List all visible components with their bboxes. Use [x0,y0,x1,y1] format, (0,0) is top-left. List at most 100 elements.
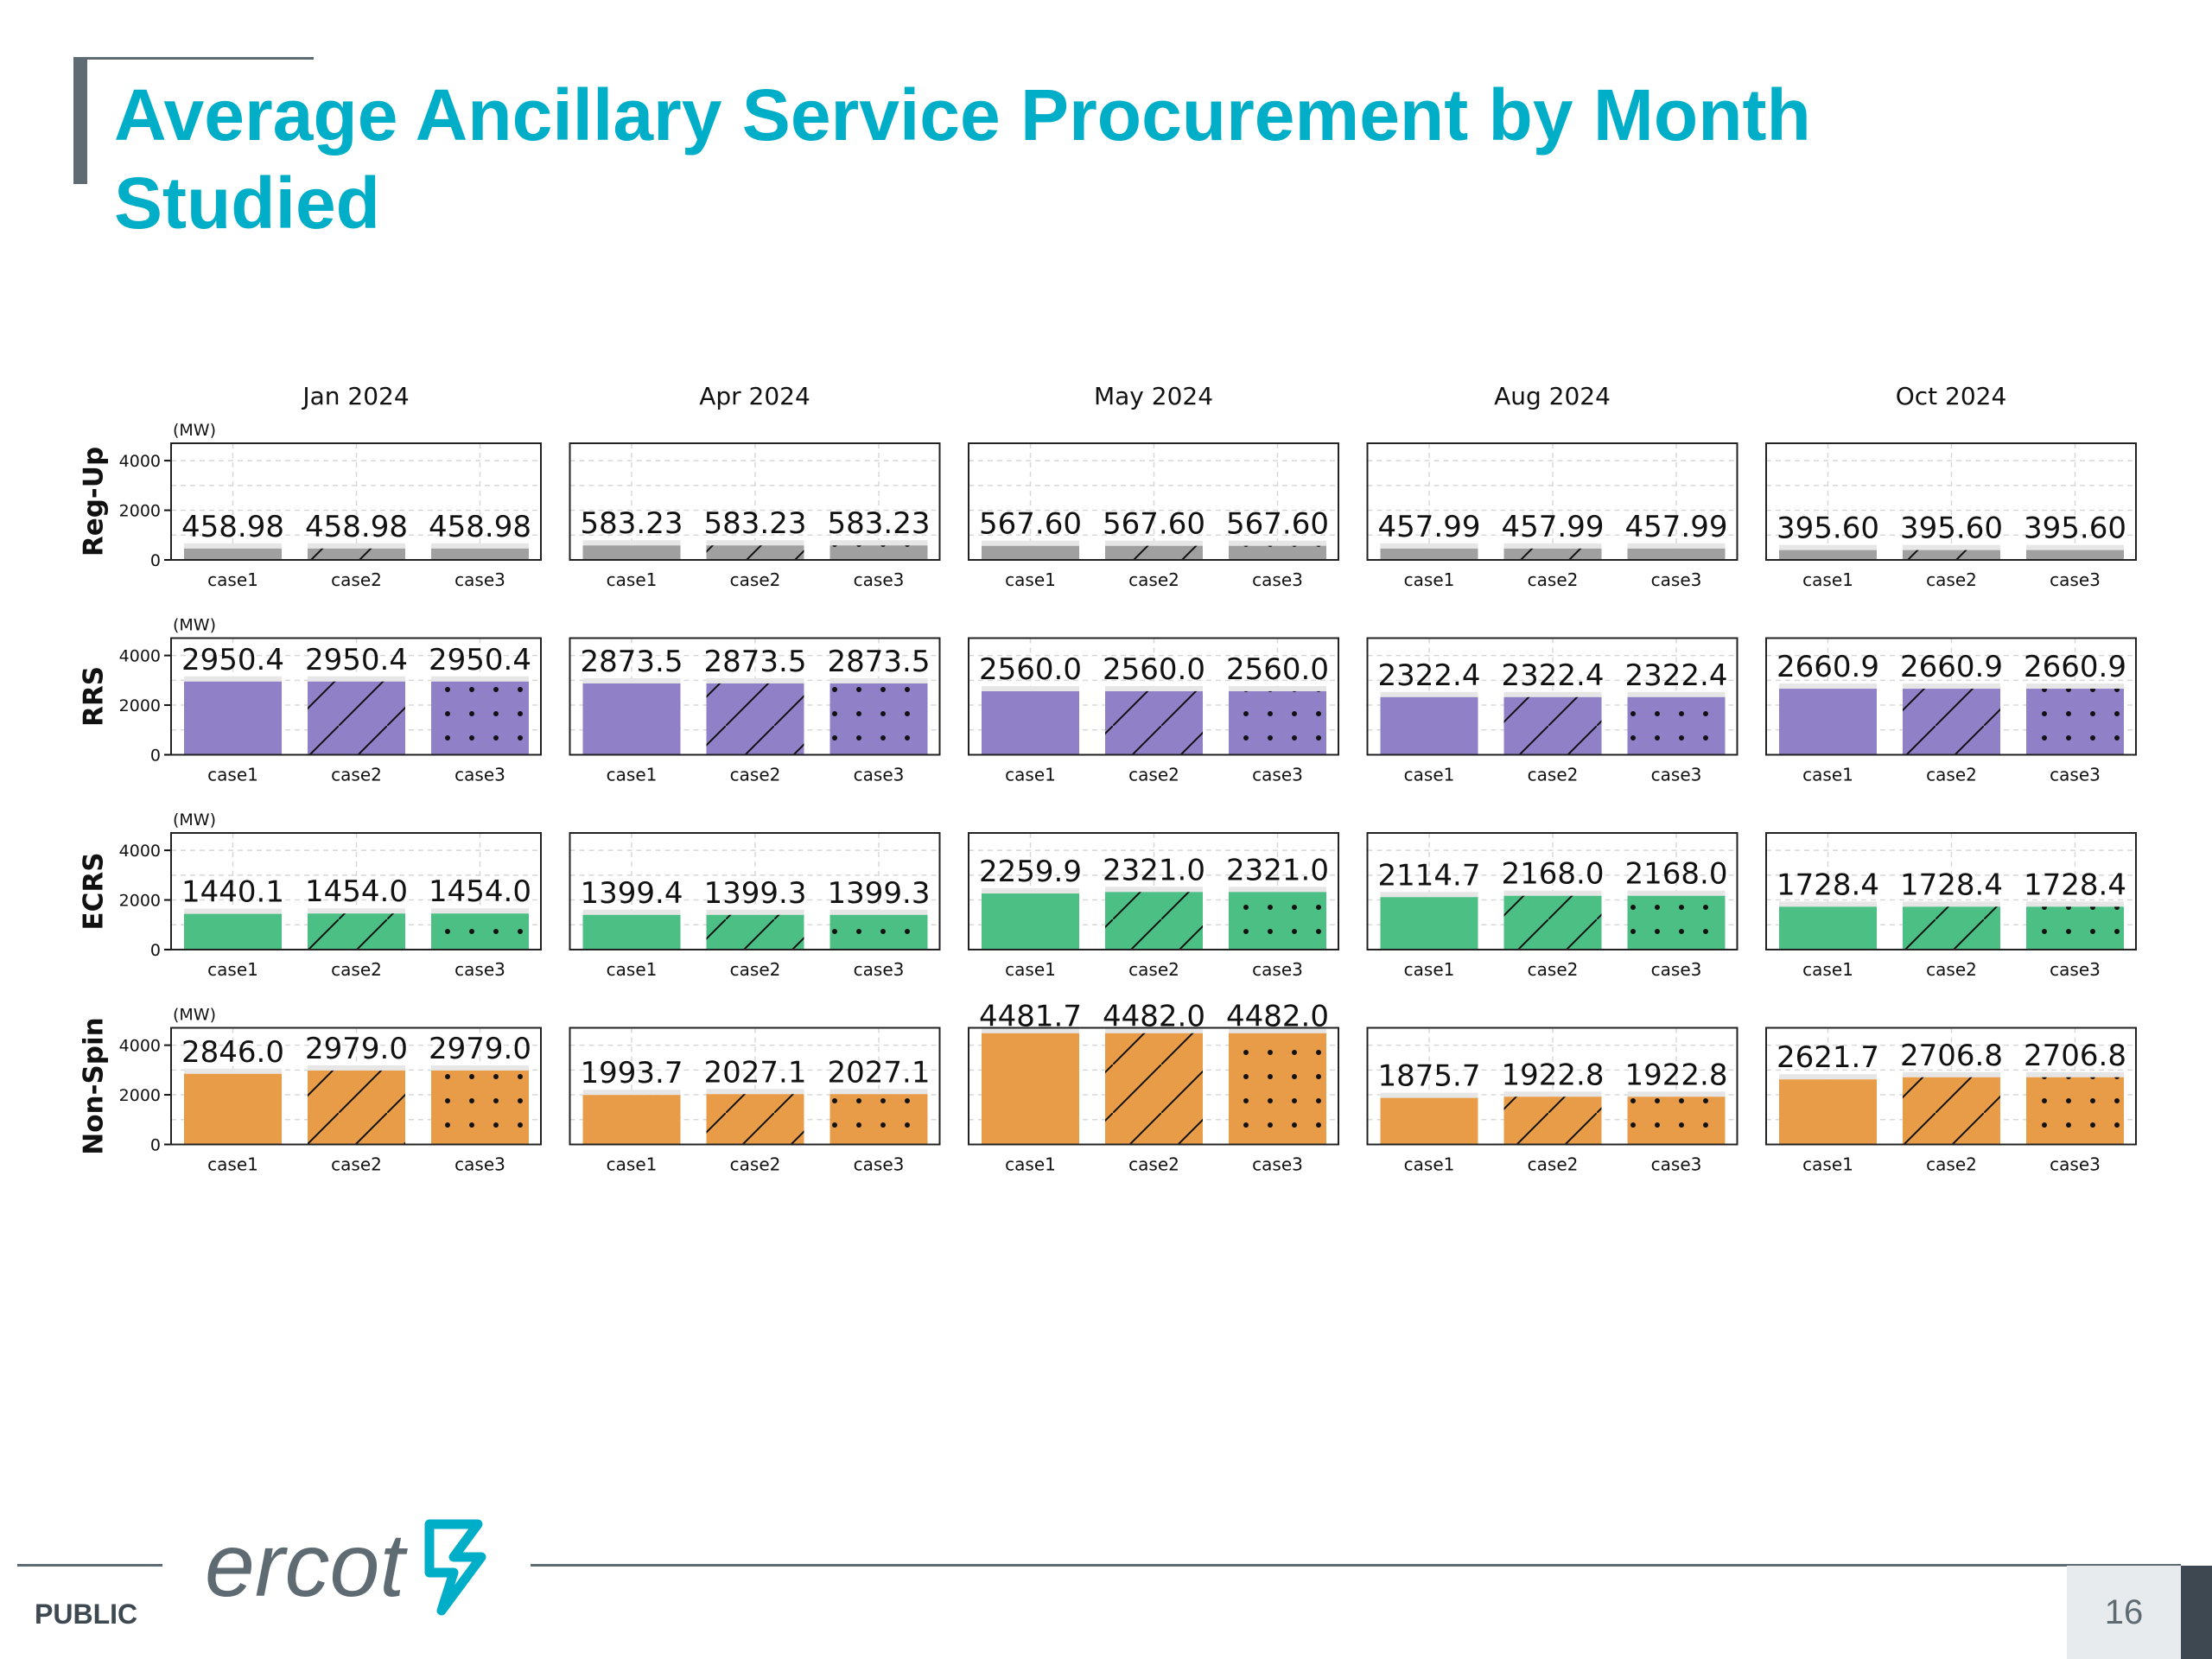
x-tick-label-reg-up-aug-2024-case1: case1 [1404,569,1455,590]
data-label-ecrs-jan-2024-case2: 1454.0 [305,874,408,909]
panel-frame-non-spin-apr-2024 [569,1027,941,1146]
x-tick-label-rrs-jan-2024-case2: case2 [331,765,382,785]
data-label-rrs-aug-2024-case3: 2322.4 [1625,658,1728,693]
x-tick-label-reg-up-apr-2024-case1: case1 [607,569,658,590]
bar-hatch-rrs-oct-2024-case2 [1903,689,2000,755]
bar-non-spin-apr-2024-case1 [582,1095,681,1145]
x-tick-label-non-spin-oct-2024-case1: case1 [1802,1154,1853,1175]
bar-reg-up-oct-2024-case1 [1779,550,1877,560]
data-label-ecrs-apr-2024-case2: 1399.3 [704,876,807,911]
panel-frame-rrs-oct-2024 [1765,637,2137,756]
bar-hatch-non-spin-may-2024-case3 [1229,1033,1326,1145]
bar-hatch-rrs-aug-2024-case3 [1627,696,1726,755]
bar-rrs-aug-2024-case1 [1380,696,1478,755]
bar-non-spin-may-2024-case1 [982,1033,1079,1145]
bar-rrs-oct-2024-case1 [1779,689,1877,755]
data-label-rrs-oct-2024-case1: 2660.9 [1777,650,1879,684]
data-label-reg-up-apr-2024-case3: 583.23 [828,506,931,541]
bar-cap-ecrs-may-2024-case1 [982,888,1079,894]
bar-cap-rrs-oct-2024-case3 [2026,683,2124,690]
bar-rrs-jan-2024-case1 [184,681,282,755]
bar-reg-up-jan-2024-case1 [184,548,282,560]
bar-cap-rrs-aug-2024-case2 [1503,691,1602,697]
x-tick-label-rrs-jan-2024-case1: case1 [207,765,258,785]
footer-rule-left [17,1564,162,1567]
panel-frame-rrs-aug-2024 [1366,637,1738,756]
bar-hatch-non-spin-jan-2024-case3 [431,1070,529,1145]
bar-cap-reg-up-may-2024-case3 [1229,540,1326,546]
bar-non-spin-jan-2024-case1 [184,1073,282,1145]
x-tick-label-rrs-may-2024-case1: case1 [1005,765,1056,785]
bar-hatch-non-spin-aug-2024-case2 [1503,1096,1602,1145]
x-tick-label-non-spin-apr-2024-case1: case1 [607,1154,658,1175]
data-label-rrs-may-2024-case1: 2560.0 [979,652,1082,687]
panel-frame-non-spin-jan-2024 [170,1027,542,1146]
bar-cap-ecrs-oct-2024-case2 [1903,901,2000,907]
bar-cap-ecrs-oct-2024-case1 [1779,901,1877,907]
data-label-reg-up-jan-2024-case1: 458.98 [181,510,284,544]
x-tick-label-rrs-apr-2024-case2: case2 [730,765,781,785]
bar-hatch-ecrs-apr-2024-case3 [830,914,928,950]
ercot-logo-bolt-icon [424,1519,486,1616]
x-tick-label-ecrs-apr-2024-case1: case1 [607,959,658,980]
bar-hatch-non-spin-oct-2024-case3 [2026,1077,2124,1145]
data-label-ecrs-aug-2024-case2: 2168.0 [1502,857,1605,892]
panel-frame-ecrs-may-2024 [968,832,1339,950]
x-tick-label-reg-up-apr-2024-case2: case2 [730,569,781,590]
bar-cap-ecrs-jan-2024-case2 [308,908,405,914]
panel-frame-ecrs-jan-2024 [170,832,542,950]
data-label-non-spin-apr-2024-case1: 1993.7 [581,1056,683,1090]
title-accent-bar [73,57,87,184]
bar-reg-up-may-2024-case1 [982,545,1079,560]
bar-hatch-reg-up-apr-2024-case2 [706,545,804,560]
panel-frame-reg-up-oct-2024 [1765,442,2137,561]
chart-grid: Jan 2024 Apr 2024 May 2024 Aug 2024 Oct 2024… [79,382,2137,1175]
data-label-ecrs-may-2024-case1: 2259.9 [979,855,1082,889]
data-label-reg-up-aug-2024-case3: 457.99 [1625,510,1728,544]
bar-cap-rrs-oct-2024-case2 [1903,683,2000,690]
bar-cap-non-spin-may-2024-case2 [1105,1027,1203,1033]
bar-cap-non-spin-oct-2024-case1 [1779,1074,1877,1080]
bar-cap-non-spin-may-2024-case3 [1229,1027,1326,1033]
data-label-ecrs-apr-2024-case1: 1399.4 [581,876,683,911]
x-tick-label-non-spin-apr-2024-case3: case3 [854,1154,905,1175]
x-tick-label-rrs-oct-2024-case1: case1 [1802,765,1853,785]
bar-hatch-reg-up-oct-2024-case3 [2026,550,2124,560]
bar-hatch-ecrs-apr-2024-case2 [706,914,804,950]
x-tick-label-reg-up-oct-2024-case2: case2 [1926,569,1977,590]
bar-cap-ecrs-oct-2024-case3 [2026,901,2124,907]
page-corner-bar [2181,1566,2212,1659]
x-tick-label-reg-up-jan-2024-case3: case3 [454,569,505,590]
data-label-rrs-jan-2024-case1: 2950.4 [181,643,284,677]
bar-cap-rrs-apr-2024-case2 [706,677,804,683]
panel-frame-reg-up-jan-2024 [170,442,542,561]
bar-cap-rrs-may-2024-case1 [982,685,1079,691]
bar-cap-reg-up-aug-2024-case3 [1627,543,1726,549]
data-label-reg-up-oct-2024-case2: 395.60 [1900,512,2003,546]
y-tick-label-ecrs-jan-2024: 4000 [119,842,161,861]
bar-hatch-reg-up-may-2024-case3 [1229,545,1326,560]
bar-cap-ecrs-apr-2024-case3 [830,909,928,915]
data-label-non-spin-apr-2024-case3: 2027.1 [828,1055,931,1090]
data-label-rrs-oct-2024-case3: 2660.9 [2024,650,2126,684]
bar-cap-reg-up-aug-2024-case2 [1503,543,1602,549]
x-tick-label-ecrs-jan-2024-case1: case1 [207,959,258,980]
data-label-ecrs-apr-2024-case3: 1399.3 [828,876,931,911]
x-tick-label-non-spin-aug-2024-case3: case3 [1651,1154,1702,1175]
x-tick-label-rrs-aug-2024-case2: case2 [1528,765,1579,785]
panel-frame-ecrs-apr-2024 [569,832,941,950]
x-tick-label-non-spin-oct-2024-case2: case2 [1926,1154,1977,1175]
data-label-reg-up-oct-2024-case3: 395.60 [2024,512,2126,546]
x-tick-label-rrs-may-2024-case3: case3 [1252,765,1303,785]
bar-hatch-non-spin-apr-2024-case3 [830,1094,928,1145]
data-label-ecrs-aug-2024-case3: 2168.0 [1625,857,1728,892]
bar-rrs-may-2024-case1 [982,690,1079,755]
data-label-rrs-oct-2024-case2: 2660.9 [1900,650,2003,684]
data-label-non-spin-apr-2024-case2: 2027.1 [704,1055,807,1090]
x-tick-label-ecrs-jan-2024-case2: case2 [331,959,382,980]
x-tick-label-non-spin-oct-2024-case3: case3 [2050,1154,2101,1175]
panel-frame-rrs-may-2024 [968,637,1339,756]
bar-hatch-ecrs-oct-2024-case3 [2026,906,2124,950]
row-label-ecrs: ECRS [79,852,110,930]
month-header-may-2024: May 2024 [1094,382,1213,410]
